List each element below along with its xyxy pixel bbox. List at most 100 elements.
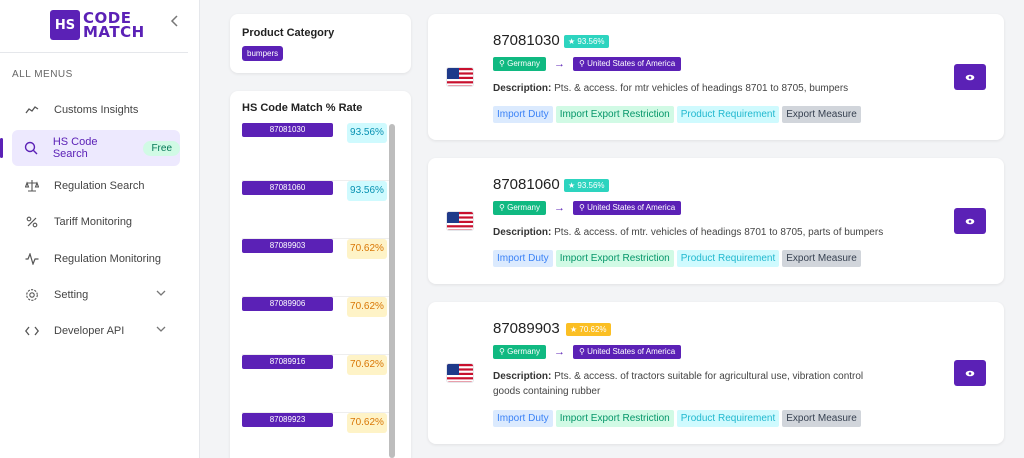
tag-import-duty[interactable]: Import Duty: [493, 250, 553, 267]
origin-chip: ⚲ Germany: [493, 57, 546, 71]
us-flag-icon: [446, 363, 474, 383]
sidebar-item-label: Tariff Monitoring: [54, 216, 133, 228]
destination-chip: ⚲ United States of America: [573, 57, 682, 71]
arrow-right-icon: →: [554, 58, 565, 70]
tag-export-measure[interactable]: Export Measure: [782, 106, 861, 123]
match-rate-row[interactable]: 87081030 93.56%: [242, 123, 390, 181]
description-label: Description:: [493, 227, 552, 238]
origin-chip: ⚲ Germany: [493, 345, 546, 359]
tag-import-duty[interactable]: Import Duty: [493, 410, 553, 427]
match-rate-row[interactable]: 87089923 70.62%: [242, 413, 390, 458]
match-rate-percent: 93.56%: [347, 181, 387, 201]
brand-name-line1: CODE: [83, 9, 132, 27]
sidebar-item-regulation-monitoring[interactable]: Regulation Monitoring: [12, 241, 180, 277]
sidebar-item-label: Regulation Search: [54, 180, 145, 192]
match-score-badge: ★ 70.62%: [566, 323, 611, 336]
tag-list: Import Duty Import Export Restriction Pr…: [493, 250, 864, 267]
sidebar-item-label: Setting: [54, 289, 89, 301]
match-rate-scrollbar[interactable]: [389, 124, 395, 458]
tag-import-duty[interactable]: Import Duty: [493, 106, 553, 123]
description-label: Description:: [493, 83, 552, 94]
match-rate-code[interactable]: 87081060: [242, 181, 333, 195]
chevron-down-icon[interactable]: [156, 324, 166, 336]
product-category-title: Product Category: [242, 27, 335, 39]
match-rate-row[interactable]: 87081060 93.56%: [242, 181, 390, 239]
match-rate-row[interactable]: 87089906 70.62%: [242, 297, 390, 355]
match-rate-percent: 93.56%: [347, 123, 387, 143]
free-badge: Free: [143, 140, 180, 156]
sidebar-item-hs-code-search[interactable]: HS Code Search Free: [0, 130, 180, 166]
chevron-down-icon[interactable]: [156, 288, 166, 300]
match-rate-row[interactable]: 87089916 70.62%: [242, 355, 390, 413]
tag-list: Import Duty Import Export Restriction Pr…: [493, 106, 864, 123]
match-rate-percent: 70.62%: [347, 413, 387, 433]
match-score-badge: ★ 93.56%: [564, 179, 609, 192]
description-text: Pts. & access. for mtr vehicles of headi…: [554, 83, 849, 94]
tag-import-export-restriction[interactable]: Import Export Restriction: [555, 410, 674, 427]
origin-country: Germany: [507, 59, 540, 68]
chevron-left-icon[interactable]: [170, 14, 180, 30]
arrow-right-icon: →: [554, 202, 565, 214]
hs-code: 87081030: [493, 32, 560, 49]
pulse-icon: [24, 251, 40, 267]
product-category-panel: Product Category bumpers: [230, 14, 411, 73]
sidebar-item-label: HS Code Search: [52, 136, 98, 160]
sidebar-item-tariff-monitoring[interactable]: Tariff Monitoring: [12, 204, 180, 240]
tag-product-requirement[interactable]: Product Requirement: [676, 106, 780, 123]
product-category-chip[interactable]: bumpers: [242, 46, 284, 61]
tag-list: Import Duty Import Export Restriction Pr…: [493, 410, 864, 427]
tag-import-export-restriction[interactable]: Import Export Restriction: [555, 250, 674, 267]
description: Description: Pts. & access. for mtr vehi…: [493, 81, 893, 96]
sidebar: HS CODE MATCH ALL MENUS Customs Insights…: [0, 0, 200, 458]
sidebar-item-label: Customs Insights: [54, 104, 139, 116]
view-button[interactable]: [954, 64, 986, 90]
menu-title: ALL MENUS: [12, 69, 73, 80]
tag-product-requirement[interactable]: Product Requirement: [676, 410, 780, 427]
trade-route: ⚲ Germany → ⚲ United States of America: [493, 345, 682, 359]
brand-name: CODE MATCH: [83, 9, 145, 41]
us-flag-icon: [446, 211, 474, 231]
us-flag-icon: [446, 67, 474, 87]
sidebar-item-setting[interactable]: Setting: [12, 277, 180, 313]
description-text: Pts. & access. of tractors suitable for …: [493, 371, 864, 397]
match-score: 93.56%: [577, 181, 605, 190]
match-score: 70.62%: [579, 325, 607, 334]
description: Description: Pts. & access. of mtr. vehi…: [493, 225, 893, 240]
origin-country: Germany: [507, 203, 540, 212]
description-label: Description:: [493, 371, 552, 382]
sidebar-item-regulation-search[interactable]: Regulation Search: [12, 168, 180, 204]
description: Description: Pts. & access. of tractors …: [493, 369, 893, 399]
sidebar-item-label: Regulation Monitoring: [54, 253, 162, 265]
match-rate-row[interactable]: 87089903 70.62%: [242, 239, 390, 297]
match-rate-percent: 70.62%: [347, 355, 387, 375]
gear-icon: [24, 287, 40, 303]
scale-icon: [24, 178, 40, 194]
tag-product-requirement[interactable]: Product Requirement: [676, 250, 780, 267]
result-card: 87089903 ★ 70.62% ⚲ Germany → ⚲ United S…: [428, 302, 1004, 444]
match-rate-code[interactable]: 87089923: [242, 413, 333, 427]
match-rate-percent: 70.62%: [347, 239, 387, 259]
eye-icon: [965, 74, 975, 80]
eye-icon: [965, 370, 975, 376]
match-score: 93.56%: [577, 37, 605, 46]
brand-name-line2: MATCH: [83, 23, 145, 41]
tag-import-export-restriction[interactable]: Import Export Restriction: [555, 106, 674, 123]
brand-logo[interactable]: HS CODE MATCH: [50, 10, 145, 40]
match-rate-title: HS Code Match % Rate: [242, 102, 363, 114]
tag-export-measure[interactable]: Export Measure: [782, 250, 861, 267]
hs-code: 87081060: [493, 176, 560, 193]
search-icon: [24, 140, 39, 156]
match-rate-code[interactable]: 87089906: [242, 297, 333, 311]
match-rate-code[interactable]: 87089903: [242, 239, 333, 253]
result-card: 87081060 ★ 93.56% ⚲ Germany → ⚲ United S…: [428, 158, 1004, 284]
trade-route: ⚲ Germany → ⚲ United States of America: [493, 201, 682, 215]
tag-export-measure[interactable]: Export Measure: [782, 410, 861, 427]
destination-country: United States of America: [587, 203, 676, 212]
view-button[interactable]: [954, 360, 986, 386]
view-button[interactable]: [954, 208, 986, 234]
sidebar-item-customs-insights[interactable]: Customs Insights: [12, 92, 180, 128]
sidebar-item-developer-api[interactable]: Developer API: [12, 313, 180, 349]
match-rate-code[interactable]: 87081030: [242, 123, 333, 137]
sidebar-item-label: Developer API: [54, 325, 125, 337]
match-rate-code[interactable]: 87089916: [242, 355, 333, 369]
